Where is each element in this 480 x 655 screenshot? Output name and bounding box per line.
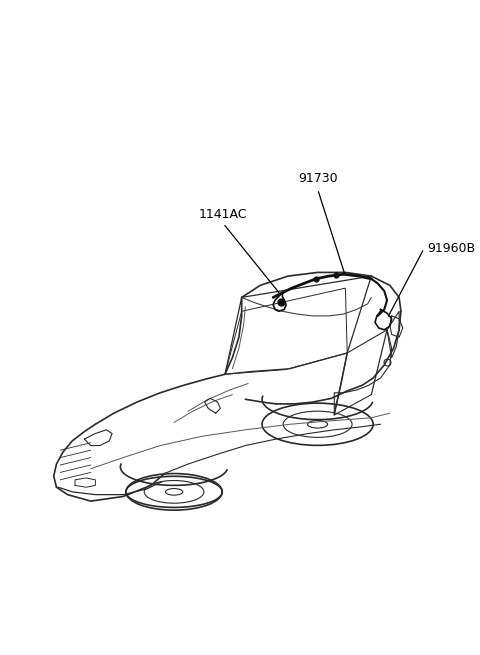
Text: 91730: 91730 (298, 172, 337, 185)
Text: 1141AC: 1141AC (199, 208, 247, 221)
Text: 91960B: 91960B (427, 242, 475, 255)
